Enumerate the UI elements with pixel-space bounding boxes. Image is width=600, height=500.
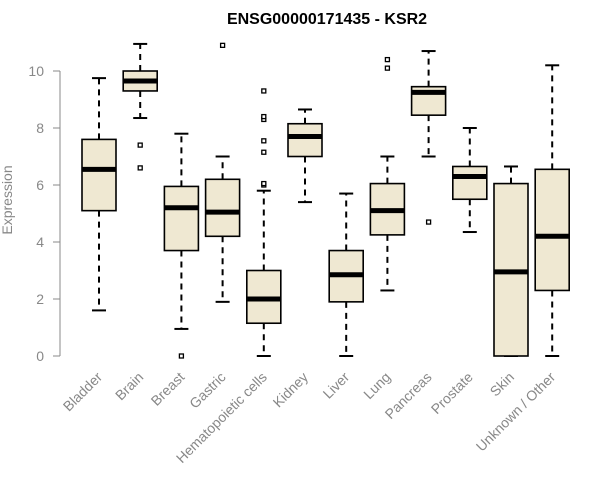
outlier-point: [137, 165, 143, 171]
outlier-point: [384, 65, 391, 71]
y-tick-label: 6: [36, 177, 44, 193]
box-pancreas: [410, 50, 447, 225]
outlier-point: [219, 42, 226, 48]
x-tick-label: Lung: [360, 369, 393, 402]
boxes-group: [81, 42, 571, 359]
y-tick-label: 2: [36, 291, 44, 307]
x-tick-label: Brain: [112, 369, 146, 403]
box-hematopoietic-cells: [246, 88, 282, 357]
x-tick-label: Kidney: [270, 369, 312, 411]
box-iqr: [163, 185, 200, 252]
box-lung: [369, 56, 406, 292]
y-axis: 0 2 4 6 8 10: [28, 63, 61, 364]
y-tick-label: 0: [36, 348, 44, 364]
box-skin: [493, 165, 529, 357]
outlier-point: [384, 56, 391, 63]
x-tick-label: Liver: [320, 369, 353, 402]
outlier-point: [261, 180, 267, 187]
outlier-point: [178, 353, 185, 359]
x-tick-label: Prostate: [428, 369, 476, 417]
box-liver: [328, 192, 365, 357]
box-iqr: [534, 168, 571, 292]
outlier-point: [261, 138, 267, 144]
x-tick-label: Bladder: [60, 369, 106, 415]
box-iqr: [204, 178, 241, 238]
box-iqr: [451, 165, 488, 201]
box-breast: [163, 132, 200, 359]
outlier-point: [261, 88, 267, 94]
y-tick-label: 4: [36, 234, 44, 250]
x-tick-label: Breast: [148, 369, 188, 409]
box-gastric: [204, 42, 241, 303]
box-bladder: [81, 77, 117, 312]
y-tick-label: 8: [36, 120, 44, 136]
y-axis-label: Expression: [0, 165, 15, 234]
box-brain: [122, 42, 158, 171]
x-tick-label: Skin: [487, 369, 518, 400]
chart-title: ENSG00000171435 - KSR2: [227, 11, 427, 28]
box-kidney: [287, 108, 323, 204]
box-prostate: [451, 127, 488, 234]
outlier-point: [425, 219, 432, 225]
box-iqr: [81, 138, 117, 212]
outlier-point: [261, 149, 267, 155]
outlier-point: [261, 113, 267, 120]
y-tick-label: 10: [28, 63, 44, 79]
box-iqr: [287, 122, 323, 158]
outlier-point: [137, 142, 143, 148]
box-unknown-other: [534, 64, 571, 357]
